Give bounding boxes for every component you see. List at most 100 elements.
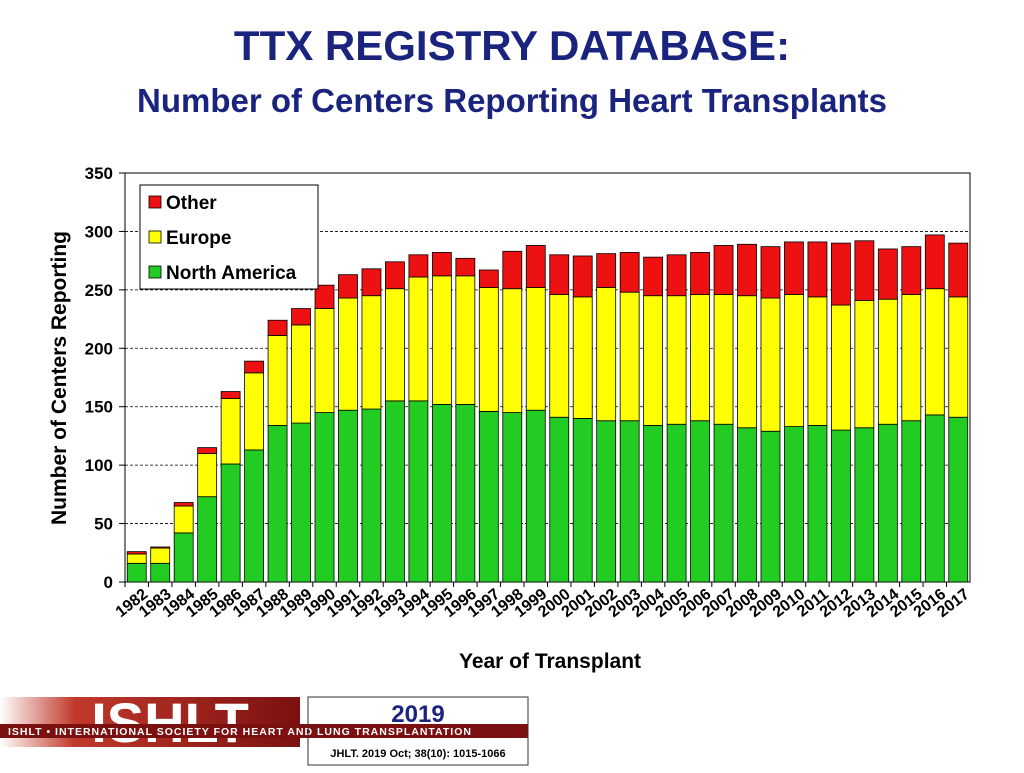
bar-segment: [643, 295, 664, 426]
bar-segment: [737, 243, 757, 297]
bar-segment: [197, 453, 218, 498]
bar-segment: [173, 502, 194, 507]
bar-segment: [924, 414, 945, 583]
y-tick-label: 350: [85, 164, 113, 183]
x-axis-label: Year of Transplant: [459, 650, 641, 673]
society-band: [0, 724, 528, 738]
bar-segment: [643, 425, 664, 583]
bar-segment: [338, 409, 358, 583]
bar-segment: [338, 297, 358, 411]
bar-segment: [854, 427, 875, 583]
legend-swatch: [148, 265, 162, 279]
bar-segment: [713, 294, 734, 425]
bar-segment: [807, 241, 828, 298]
bar-segment: [314, 308, 335, 413]
bar-segment: [478, 269, 499, 288]
footer-box: [307, 696, 529, 766]
y-tick-label: 0: [104, 573, 113, 592]
y-tick-label: 150: [85, 398, 113, 417]
bar-segment: [173, 532, 194, 583]
bar-segment: [150, 547, 171, 564]
bar-segment: [525, 409, 546, 583]
bar-segment: [666, 295, 687, 425]
bar-segment: [737, 295, 757, 429]
bar-segment: [948, 296, 969, 418]
bar-segment: [220, 463, 241, 583]
bar-segment: [549, 254, 570, 295]
footer-year: 2019: [391, 701, 444, 728]
bar-segment: [666, 423, 687, 583]
logo: ISHLT: [91, 691, 249, 754]
bar-segment: [596, 420, 617, 583]
bar-segment: [784, 426, 804, 583]
bar-segment: [220, 391, 241, 399]
bar-segment: [690, 420, 710, 583]
bar-segment: [431, 275, 452, 405]
legend-label: Europe: [166, 228, 231, 249]
bar-segment: [948, 416, 969, 583]
chart-subtitle: Number of Centers Reporting Heart Transp…: [137, 82, 887, 119]
bar-segment: [126, 551, 147, 555]
citation: JHLT. 2019 Oct; 38(10): 1015-1066: [330, 748, 505, 760]
y-tick-label: 300: [85, 222, 113, 241]
bar-segment: [291, 422, 311, 583]
bar-segment: [267, 319, 288, 336]
logo-band: [0, 697, 300, 747]
bar-segment: [784, 241, 804, 295]
bar-segment: [455, 257, 476, 277]
bar-segment: [455, 403, 476, 583]
bar-segment: [173, 505, 194, 534]
bar-segment: [197, 496, 218, 583]
legend-box: [139, 184, 319, 290]
bar-segment: [431, 403, 452, 583]
y-tick-label: 100: [85, 456, 113, 475]
bar-segment: [901, 294, 922, 422]
bar-segment: [549, 416, 570, 583]
bar-segment: [525, 245, 546, 288]
bar-segment: [502, 250, 523, 290]
bar-segment: [314, 412, 335, 583]
bar-segment: [854, 299, 875, 429]
bar-segment: [831, 242, 851, 306]
legend-swatch: [148, 230, 162, 244]
bar-segment: [619, 291, 640, 422]
bar-segment: [901, 246, 922, 295]
bar-segment: [291, 324, 311, 424]
footer: ISHLT ISHLT • INTERNATIONAL SOCIETY FOR …: [0, 691, 529, 766]
bar-segment: [666, 254, 687, 297]
bar-segment: [408, 400, 429, 583]
bar-segment: [760, 246, 781, 299]
bar-segment: [690, 294, 710, 422]
bar-segment: [924, 234, 945, 290]
bar-segment: [408, 276, 429, 402]
bar-segment: [596, 287, 617, 422]
bar-segment: [549, 294, 570, 418]
bar-segment: [760, 297, 781, 432]
bar-segment: [385, 288, 405, 402]
society-name: ISHLT • INTERNATIONAL SOCIETY FOR HEART …: [8, 726, 472, 738]
bar-segment: [502, 412, 523, 583]
bar-segment: [150, 562, 171, 583]
bar-segment: [126, 553, 147, 564]
bar-segment: [361, 408, 382, 583]
bar-segment: [760, 430, 781, 583]
legend-swatch: [148, 195, 162, 209]
bar-segment: [924, 288, 945, 416]
bar-segment: [831, 429, 851, 583]
bar-segment: [502, 288, 523, 413]
bar-segment: [807, 296, 828, 426]
bar-segment: [619, 252, 640, 293]
bar-segment: [267, 335, 288, 426]
bar-segment: [877, 248, 898, 300]
bar-segment: [244, 449, 264, 583]
bar-segment: [361, 268, 382, 297]
bar-segment: [877, 298, 898, 425]
bar-segment: [314, 284, 335, 309]
bar-segment: [877, 423, 898, 583]
bar-segment: [338, 274, 358, 299]
bar-segment: [643, 256, 664, 297]
bar-segment: [690, 252, 710, 295]
bar-segment: [361, 295, 382, 410]
bar-segment: [713, 245, 734, 295]
